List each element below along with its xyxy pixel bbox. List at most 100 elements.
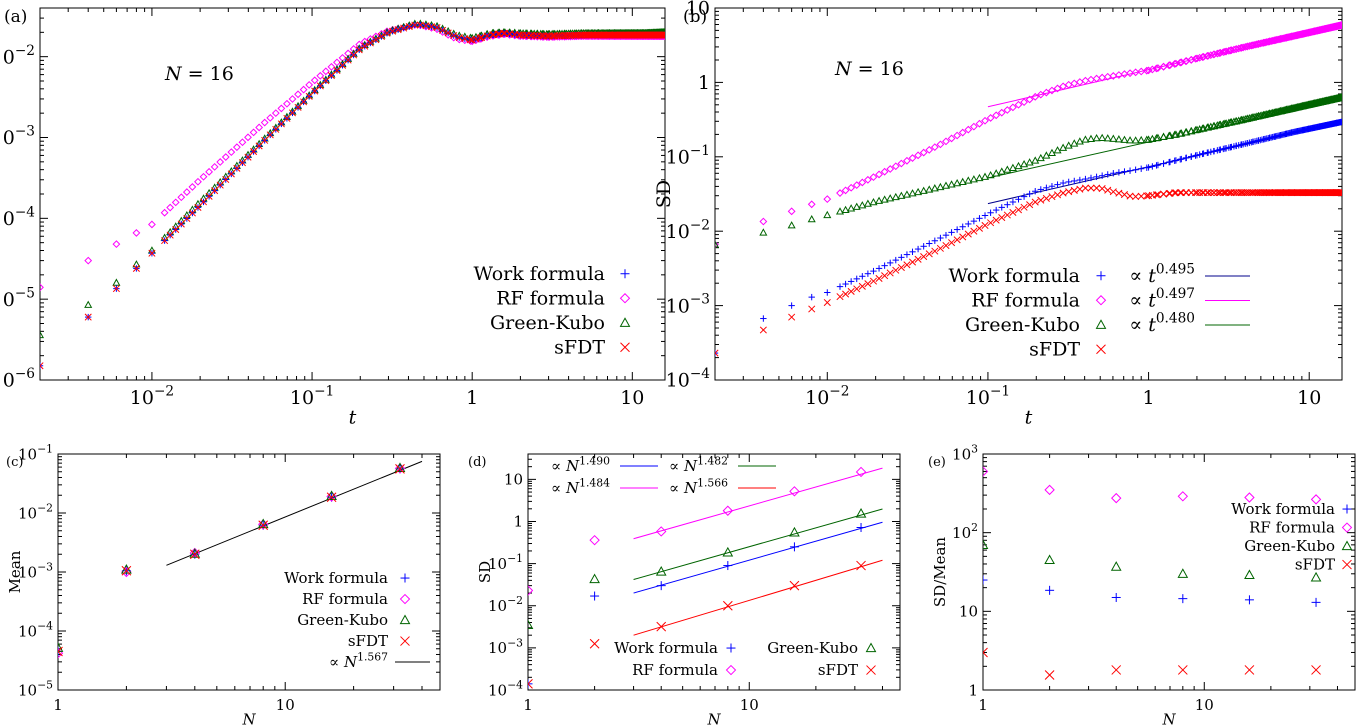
data-point bbox=[953, 236, 961, 244]
data-point bbox=[875, 265, 883, 272]
data-point bbox=[1081, 184, 1089, 192]
data-point bbox=[1025, 95, 1034, 104]
data-point bbox=[891, 192, 900, 201]
data-point bbox=[389, 27, 397, 35]
data-point bbox=[305, 92, 313, 100]
data-point bbox=[936, 244, 944, 252]
data-point bbox=[986, 114, 995, 122]
data-point bbox=[1026, 190, 1033, 198]
series-rf bbox=[528, 466, 867, 596]
data-point bbox=[847, 183, 856, 192]
data-point bbox=[1144, 135, 1153, 143]
data-point bbox=[823, 210, 832, 219]
data-point bbox=[540, 32, 548, 40]
data-point bbox=[886, 269, 894, 277]
data-point bbox=[964, 125, 973, 134]
data-point bbox=[439, 26, 447, 34]
data-point bbox=[1042, 151, 1051, 159]
fit-legend-label: ∝ N1.490 bbox=[551, 454, 610, 475]
data-point bbox=[842, 280, 849, 288]
data-point bbox=[787, 221, 796, 229]
data-point bbox=[250, 147, 258, 156]
panel-letter: (c) bbox=[6, 455, 23, 470]
data-point bbox=[1165, 131, 1175, 139]
data-point bbox=[1059, 143, 1068, 151]
data-point bbox=[1076, 176, 1084, 184]
data-point bbox=[1120, 70, 1129, 79]
data-point bbox=[1172, 189, 1180, 197]
data-point bbox=[980, 172, 990, 180]
data-point bbox=[1191, 54, 1200, 63]
data-point bbox=[1115, 169, 1123, 176]
data-point bbox=[1224, 118, 1233, 126]
data-point bbox=[1075, 78, 1084, 86]
data-point bbox=[1244, 595, 1254, 605]
data-point bbox=[914, 255, 922, 263]
legend-label: Work formula bbox=[473, 263, 605, 285]
data-point bbox=[1222, 145, 1230, 152]
legend-label: sFDT bbox=[554, 337, 605, 359]
data-point bbox=[981, 116, 989, 125]
legend-label: RF formula bbox=[632, 661, 718, 679]
data-point bbox=[807, 214, 816, 223]
annotation-label: N = 16 bbox=[834, 58, 904, 80]
data-point bbox=[661, 31, 665, 39]
data-point bbox=[277, 104, 286, 113]
y-tick-label: 10 bbox=[959, 603, 978, 621]
data-point bbox=[947, 134, 956, 143]
data-point bbox=[1109, 188, 1117, 196]
x-axis-label: N bbox=[241, 711, 256, 727]
data-point bbox=[327, 62, 336, 71]
data-point bbox=[316, 71, 325, 80]
data-point bbox=[394, 463, 406, 474]
data-point bbox=[869, 197, 878, 206]
data-point bbox=[255, 142, 263, 150]
y-tick-label: 102 bbox=[952, 521, 978, 542]
data-point bbox=[959, 233, 967, 241]
data-point bbox=[405, 23, 413, 31]
y-tick-label: 10−3 bbox=[18, 561, 53, 582]
data-point bbox=[1065, 178, 1072, 186]
data-point bbox=[1210, 147, 1218, 155]
y-tick-label: 10−3 bbox=[488, 636, 523, 657]
data-point bbox=[1337, 93, 1342, 101]
data-point bbox=[300, 98, 308, 106]
data-point bbox=[344, 56, 352, 64]
data-point bbox=[1014, 206, 1023, 214]
data-point bbox=[1120, 191, 1129, 199]
data-point bbox=[1152, 191, 1161, 199]
data-point bbox=[1195, 53, 1204, 62]
data-point bbox=[948, 229, 955, 236]
data-point bbox=[394, 462, 406, 473]
data-point bbox=[914, 187, 923, 196]
fit-line bbox=[166, 460, 423, 566]
data-point bbox=[919, 186, 928, 194]
legend-label: Work formula bbox=[614, 639, 718, 657]
data-point bbox=[321, 67, 330, 76]
data-point bbox=[897, 159, 906, 168]
data-point bbox=[853, 275, 860, 283]
data-point bbox=[394, 26, 402, 34]
data-point bbox=[1200, 150, 1207, 157]
data-point bbox=[958, 177, 967, 185]
data-point bbox=[914, 245, 922, 253]
data-point bbox=[288, 109, 297, 117]
data-point bbox=[880, 167, 889, 176]
plot-area bbox=[715, 21, 1342, 357]
x-tick-label: 10 bbox=[276, 696, 295, 714]
x-tick-label: 1 bbox=[523, 696, 533, 714]
data-point bbox=[1131, 136, 1140, 144]
data-point bbox=[40, 283, 44, 292]
data-point bbox=[232, 143, 241, 152]
data-point bbox=[1044, 670, 1055, 680]
data-point bbox=[1206, 51, 1215, 60]
data-point bbox=[1196, 151, 1203, 158]
data-point bbox=[266, 113, 275, 122]
data-point bbox=[1048, 86, 1056, 95]
data-point bbox=[1204, 149, 1211, 156]
data-point bbox=[1025, 158, 1034, 166]
data-point bbox=[987, 209, 994, 216]
data-point bbox=[1203, 189, 1211, 197]
